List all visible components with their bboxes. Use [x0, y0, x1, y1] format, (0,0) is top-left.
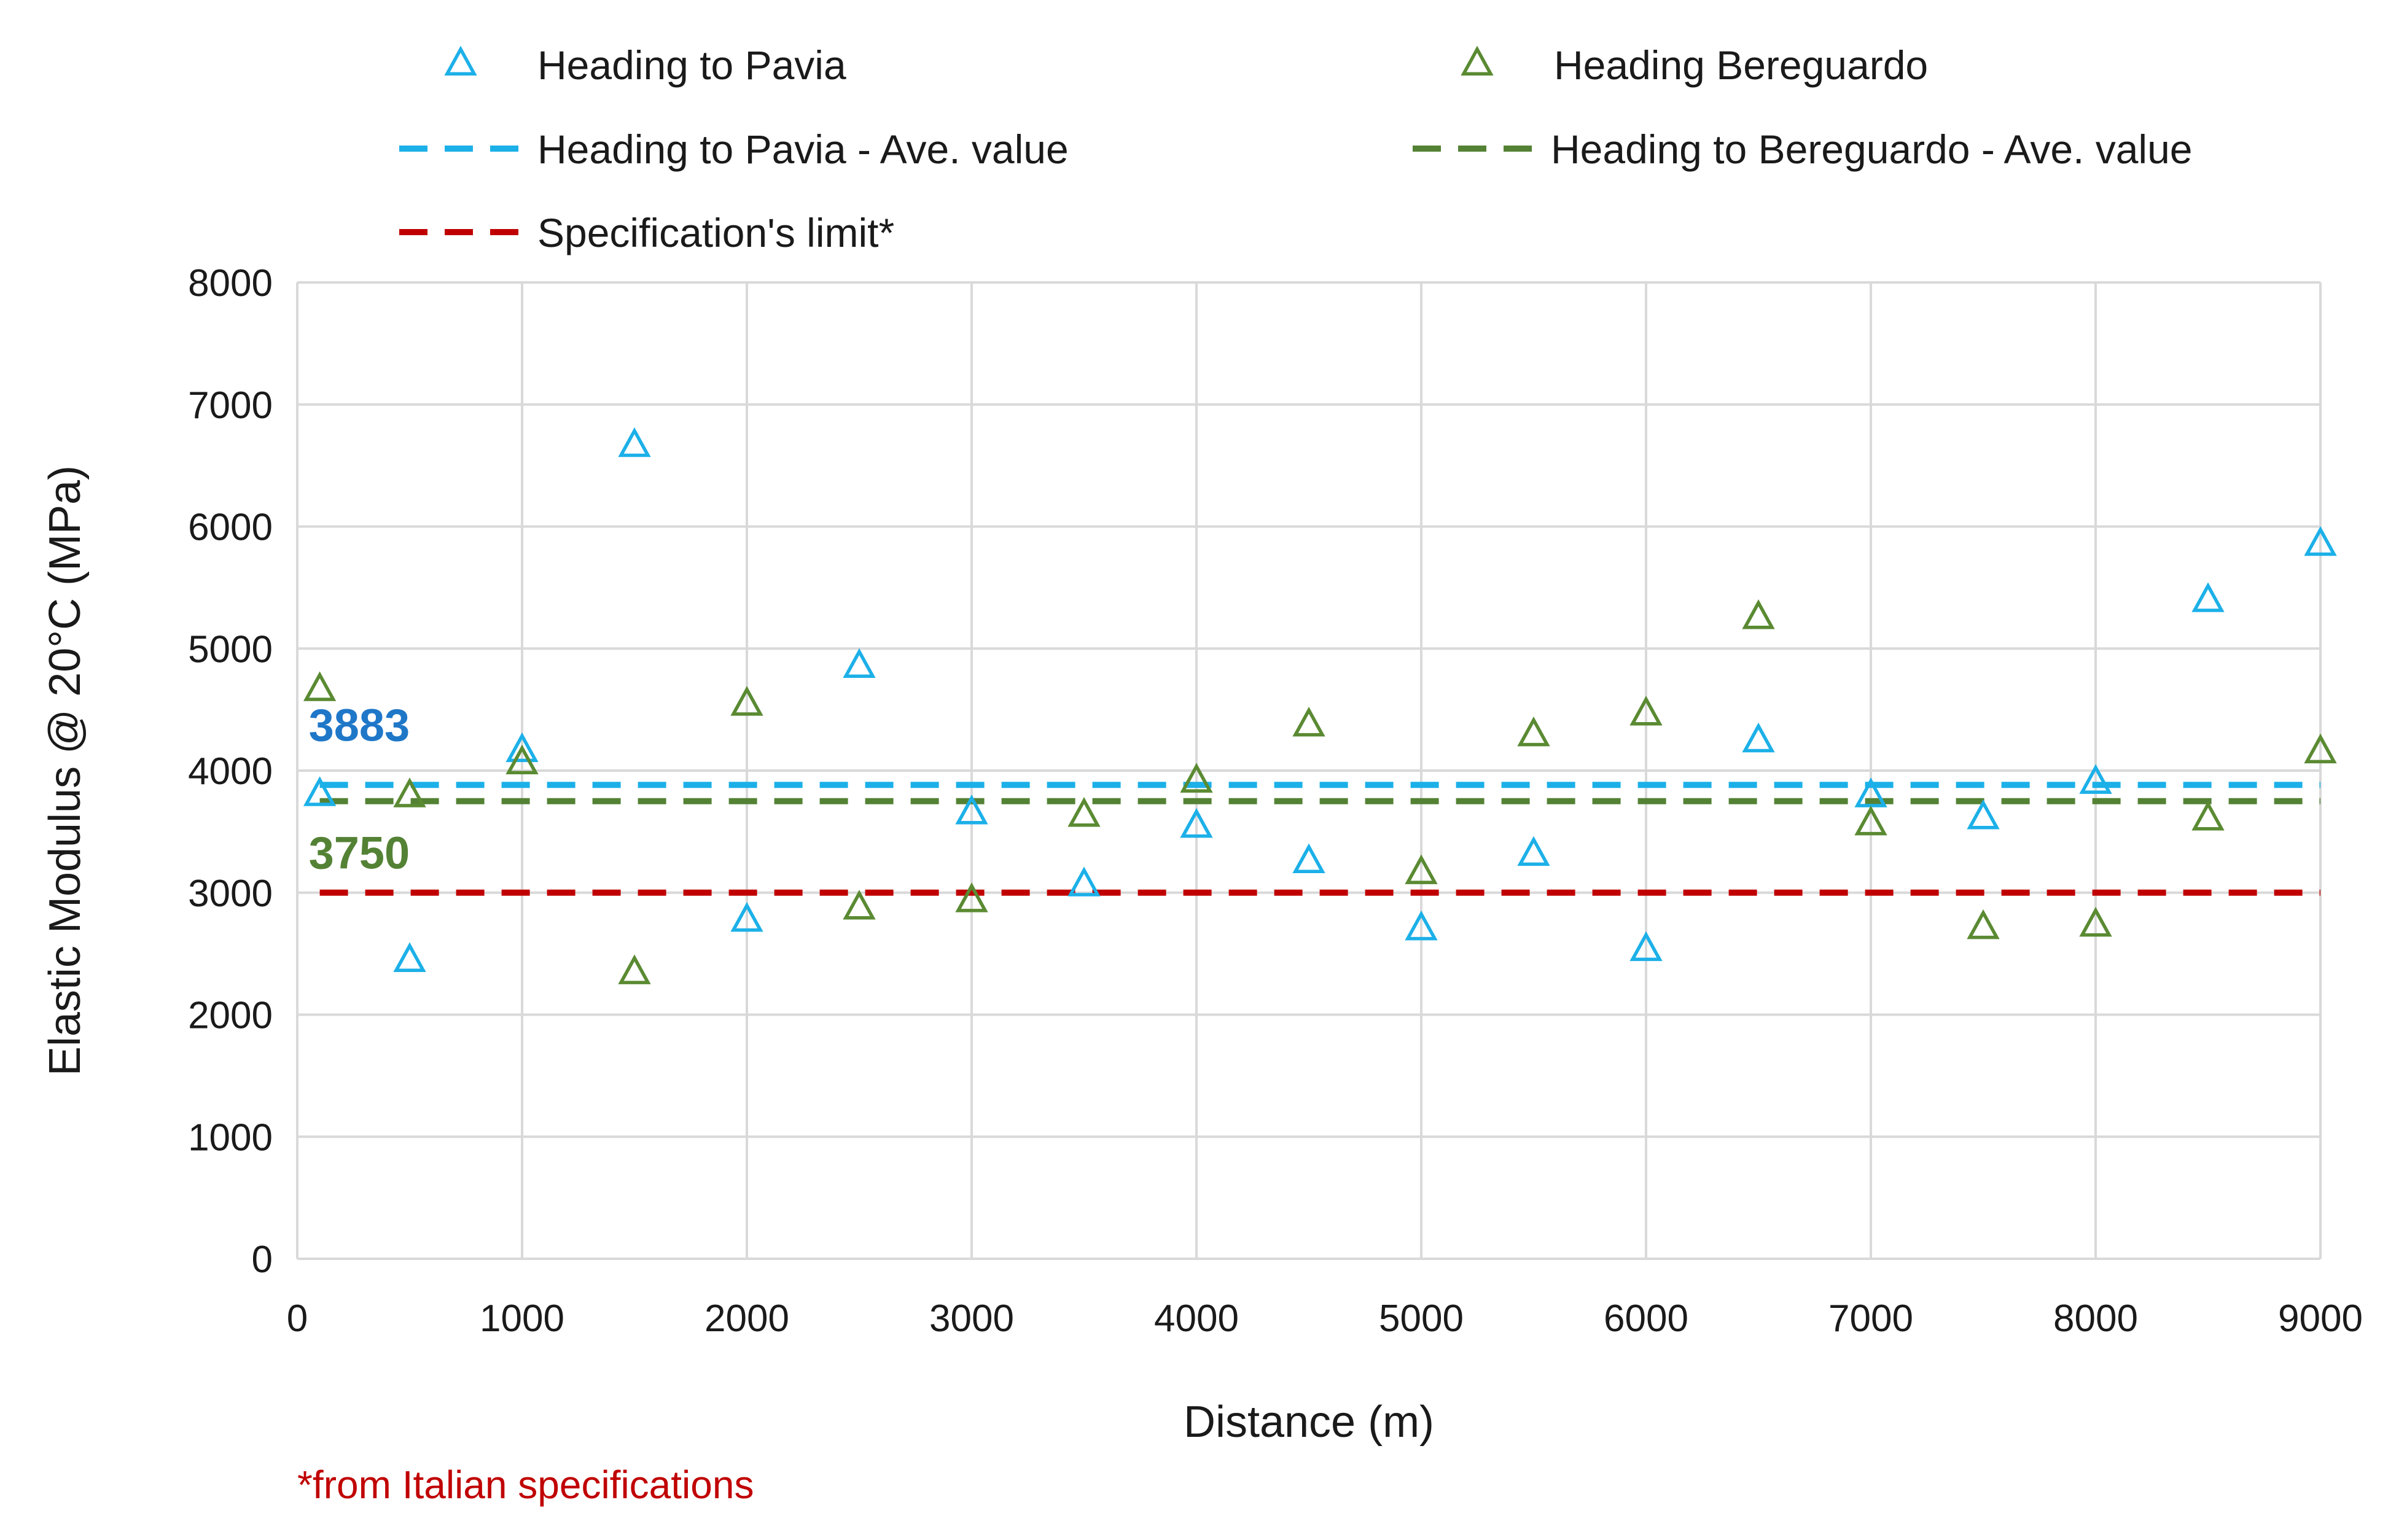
- legend-label: Heading Bereguardo: [1554, 42, 1928, 88]
- data-point-marker: [505, 732, 539, 763]
- data-point-marker: [2304, 526, 2337, 556]
- footnote: *from Italian specifications: [297, 1463, 754, 1507]
- average-value-label: 3883: [309, 699, 410, 750]
- data-point-marker: [1405, 910, 1438, 941]
- data-point-marker: [1854, 805, 1887, 836]
- y-tick-label: 1000: [188, 1116, 273, 1159]
- data-point-marker: [2304, 733, 2337, 764]
- data-point-marker: [1067, 866, 1101, 896]
- data-point-marker: [1854, 777, 1887, 807]
- y-tick-label: 8000: [188, 262, 273, 305]
- legend-label: Heading to Bereguardo - Ave. value: [1551, 126, 2193, 172]
- x-tick-label: 2000: [704, 1297, 789, 1340]
- data-point-marker: [1405, 854, 1438, 884]
- data-point-marker: [1967, 799, 2000, 830]
- average-lines: [319, 782, 2320, 896]
- data-point-marker: [730, 901, 763, 932]
- data-point-marker: [730, 686, 763, 716]
- y-tick-label: 7000: [188, 384, 273, 427]
- data-point-marker: [1180, 807, 1213, 838]
- data-point-marker: [1292, 706, 1325, 737]
- data-point-marker: [2191, 582, 2225, 612]
- axis-ticks: 0 1000 2000 3000 4000 5000 6000 7000 8000 0 1000 20…: [188, 262, 2363, 1340]
- x-axis-title: Distance (m): [1184, 1398, 1434, 1447]
- y-tick-label: 2000: [188, 995, 273, 1037]
- legend-item: Specification's limit*: [399, 210, 894, 255]
- data-point-marker: [393, 942, 426, 972]
- data-point-marker: [303, 671, 337, 701]
- x-tick-label: 5000: [1379, 1297, 1464, 1340]
- data-point-marker: [1742, 722, 1775, 753]
- y-tick-label: 3000: [188, 873, 273, 915]
- x-tick-label: 3000: [929, 1297, 1014, 1340]
- y-tick-label: 4000: [188, 750, 273, 793]
- average-value-label: 3750: [309, 828, 410, 879]
- x-tick-label: 0: [287, 1297, 308, 1340]
- data-point-marker: [1967, 909, 2000, 939]
- legend-item: Heading Bereguardo: [1461, 42, 1928, 88]
- data-point-marker: [1629, 931, 1663, 962]
- value-annotations: 3883 3750: [309, 699, 410, 878]
- x-tick-label: 4000: [1154, 1297, 1239, 1340]
- data-point-marker: [1067, 797, 1101, 827]
- data-point-marker: [1180, 763, 1213, 793]
- x-tick-label: 8000: [2053, 1297, 2138, 1340]
- data-point-marker: [2191, 800, 2225, 831]
- data-point-marker: [393, 777, 426, 807]
- data-point-marker: [505, 744, 539, 775]
- data-point-marker: [1742, 599, 1775, 629]
- data-point-marker: [1292, 843, 1325, 874]
- data-point-marker: [1517, 836, 1550, 866]
- y-tick-label: 6000: [188, 507, 273, 549]
- data-point-marker: [2079, 764, 2112, 794]
- legend-label: Specification's limit*: [537, 210, 894, 255]
- data-point-marker: [618, 954, 651, 984]
- data-point-marker: [955, 882, 988, 912]
- data-point-marker: [1629, 696, 1663, 726]
- data-point-marker: [2079, 906, 2112, 937]
- grid-lines: [296, 281, 2322, 1260]
- legend-label: Heading to Pavia - Ave. value: [537, 126, 1069, 172]
- x-tick-label: 9000: [2278, 1297, 2363, 1340]
- x-tick-label: 7000: [1828, 1297, 1913, 1340]
- data-point-marker: [955, 795, 988, 825]
- legend-marker: [444, 45, 477, 76]
- legend-item: Heading to Bereguardo - Ave. value: [1413, 126, 2193, 172]
- y-tick-label: 5000: [188, 628, 273, 671]
- legend-item: Heading to Pavia: [444, 42, 846, 88]
- data-point-marker: [618, 427, 651, 457]
- data-point-marker: [1517, 716, 1550, 747]
- y-tick-label: 0: [252, 1239, 273, 1281]
- legend: Heading to Pavia Heading Bereguardo Headin…: [399, 42, 2193, 255]
- data-point-marker: [303, 776, 337, 806]
- legend-item: Heading to Pavia - Ave. value: [399, 126, 1069, 172]
- data-markers: [303, 427, 2337, 984]
- x-tick-label: 6000: [1604, 1297, 1688, 1340]
- data-point-marker: [843, 648, 876, 679]
- data-point-marker: [843, 890, 876, 920]
- legend-label: Heading to Pavia: [537, 42, 846, 88]
- x-tick-label: 1000: [480, 1297, 564, 1340]
- y-axis-title: Elastic Modulus @ 20°C (MPa): [41, 465, 90, 1076]
- legend-marker: [1461, 45, 1494, 76]
